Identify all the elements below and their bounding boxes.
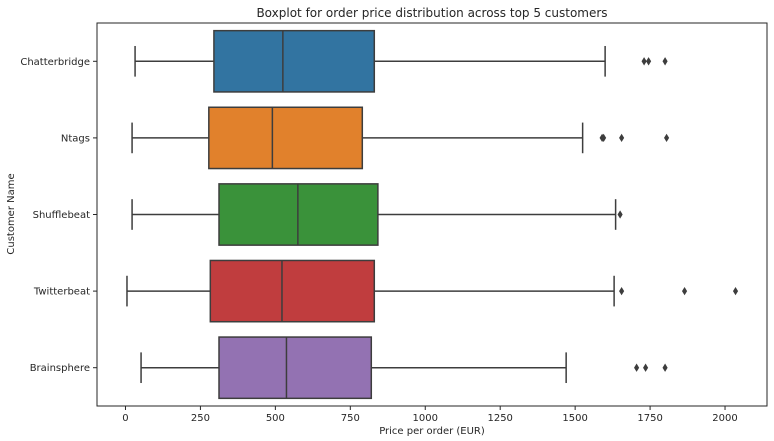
- y-tick-label: Shufflebeat: [33, 210, 90, 221]
- outlier-point: [643, 363, 649, 372]
- outlier-point: [601, 133, 607, 143]
- iqr-box: [218, 336, 373, 400]
- x-tick-label: 0: [122, 413, 128, 424]
- x-tick-label: 250: [191, 413, 210, 424]
- outlier-point: [634, 363, 640, 372]
- outlier-point: [664, 133, 670, 143]
- y-tick-label: Brainsphere: [30, 363, 90, 374]
- box-group-ntags: [131, 106, 670, 170]
- iqr-box: [208, 106, 364, 170]
- y-tick-label: Ntags: [61, 133, 90, 144]
- outlier-point: [662, 57, 668, 66]
- outlier-point: [662, 363, 668, 372]
- y-tick-label: Twitterbeat: [33, 287, 90, 298]
- x-tick-label: 1000: [413, 413, 438, 424]
- x-tick-label: 1750: [637, 413, 662, 424]
- y-tick-label: Chatterbridge: [20, 57, 90, 68]
- x-axis-label: Price per order (EUR): [379, 426, 485, 437]
- x-tick-label: 750: [341, 413, 360, 424]
- x-tick-label: 500: [266, 413, 285, 424]
- x-tick-label: 2000: [712, 413, 737, 424]
- box-group-shufflebeat: [131, 183, 623, 246]
- box-group-brainsphere: [140, 336, 668, 400]
- outlier-point: [619, 286, 625, 296]
- outlier-point: [641, 57, 647, 66]
- x-tick-label: 1250: [487, 413, 512, 424]
- box-group-chatterbridge: [134, 29, 668, 93]
- y-axis-label: Customer Name: [6, 173, 17, 254]
- iqr-box: [209, 259, 376, 323]
- outlier-point: [732, 286, 739, 296]
- outlier-point: [646, 57, 652, 66]
- box-group-twitterbeat: [126, 259, 739, 323]
- x-axis: 0 250 500 750 1000 1250 1500 1750 2000: [122, 406, 738, 424]
- x-tick-label: 1500: [562, 413, 587, 424]
- outlier-point: [619, 133, 625, 143]
- y-axis: Chatterbridge Ntags Shufflebeat Twitterbeat…: [20, 57, 97, 374]
- chart-title: Boxplot for order price distribution acr…: [256, 6, 607, 20]
- outlier-point: [682, 286, 688, 296]
- outlier-point: [617, 210, 623, 219]
- iqr-box: [213, 29, 376, 93]
